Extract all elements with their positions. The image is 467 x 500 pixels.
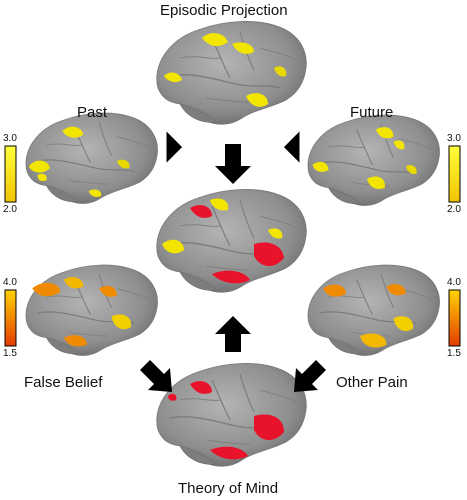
arrow-to-future: [278, 127, 300, 163]
colorbar-upper-right-min: 2.0: [447, 204, 461, 215]
colorbar-upper-left-min: 2.0: [3, 204, 17, 215]
colorbar-upper-left: [4, 145, 17, 203]
arrow-to-past: [166, 127, 188, 163]
label-false-belief: False Belief: [24, 374, 103, 391]
brain-center-overlap: [156, 188, 307, 293]
colorbar-lower-left: [4, 289, 17, 347]
arrow-down-to-center: [215, 144, 251, 184]
colorbar-lower-left-max: 4.0: [3, 277, 17, 288]
label-other-pain: Other Pain: [336, 374, 408, 391]
colorbar-upper-left-max: 3.0: [3, 133, 17, 144]
colorbar-lower-left-min: 1.5: [3, 348, 17, 359]
label-episodic-projection: Episodic Projection: [160, 2, 288, 19]
label-theory-of-mind: Theory of Mind: [178, 480, 279, 497]
brain-future: [307, 114, 441, 207]
arrow-other-pain-to-tom: [294, 360, 326, 392]
colorbar-upper-right: [448, 145, 461, 203]
brain-other-pain: [307, 264, 441, 357]
label-past: Past: [77, 104, 108, 121]
colorbar-lower-right: [448, 289, 461, 347]
brain-past: [25, 112, 159, 205]
colorbar-upper-right-max: 3.0: [447, 133, 461, 144]
label-future: Future: [350, 104, 394, 121]
brain-false-belief: [25, 264, 159, 357]
colorbar-lower-right-max: 4.0: [447, 277, 461, 288]
brain-episodic-projection: [156, 20, 307, 125]
arrow-false-belief-to-tom: [140, 360, 172, 392]
colorbar-lower-right-min: 1.5: [447, 348, 461, 359]
brain-theory-of-mind: [156, 362, 307, 467]
arrow-up-to-center: [215, 316, 251, 352]
